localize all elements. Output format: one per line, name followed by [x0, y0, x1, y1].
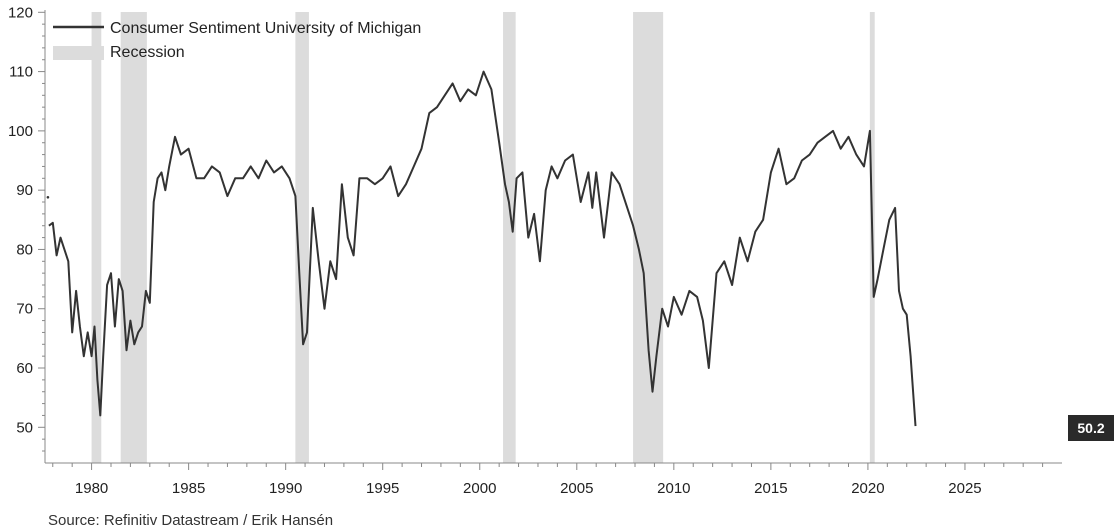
series-start-marker: [46, 195, 50, 199]
legend: Consumer Sentiment University of Michiga…: [53, 20, 421, 61]
x-tick-label: 1995: [366, 480, 399, 497]
legend-label-sentiment: Consumer Sentiment University of Michiga…: [110, 20, 421, 37]
y-tick-label: 110: [9, 64, 33, 81]
axes: [38, 10, 1062, 470]
x-tick-label: 1990: [269, 480, 302, 497]
recession-bands: [91, 12, 875, 463]
recession-band-3: [503, 12, 516, 463]
x-tick-label: 1980: [75, 480, 108, 497]
x-tick-label: 2015: [754, 480, 787, 497]
legend-recession-swatch: [53, 46, 104, 60]
x-tick-label: 2000: [463, 480, 496, 497]
tick-labels: 50 60 70 80 90 100 110 120 1980 1985 1990 1995 2000 2…: [8, 4, 982, 497]
recession-band-1: [120, 12, 147, 463]
recession-band-4: [633, 12, 664, 463]
x-tick-label: 2005: [560, 480, 593, 497]
series-lines: [46, 70, 917, 427]
y-tick-label: 50: [16, 419, 33, 436]
x-tick-label: 1985: [172, 480, 205, 497]
last-value-callout: 50.2: [1068, 415, 1114, 441]
last-value-text: 50.2: [1077, 420, 1104, 436]
recession-band-0: [91, 12, 102, 463]
y-tick-label: 120: [8, 4, 33, 21]
y-tick-label: 60: [16, 360, 33, 377]
recession-band-2: [295, 12, 309, 463]
x-tick-label: 2010: [657, 480, 690, 497]
x-tick-label: 2020: [851, 480, 884, 497]
series-line-0: [48, 70, 917, 427]
y-tick-label: 100: [8, 123, 33, 140]
y-tick-label: 70: [16, 301, 33, 318]
y-tick-label: 80: [16, 241, 33, 258]
x-tick-label: 2025: [948, 480, 981, 497]
source-caption: Source: Refinitiv Datastream / Erik Hans…: [48, 512, 334, 529]
legend-label-recession: Recession: [110, 44, 185, 61]
last-value-badge: [1068, 415, 1114, 441]
y-tick-label: 90: [16, 182, 33, 199]
